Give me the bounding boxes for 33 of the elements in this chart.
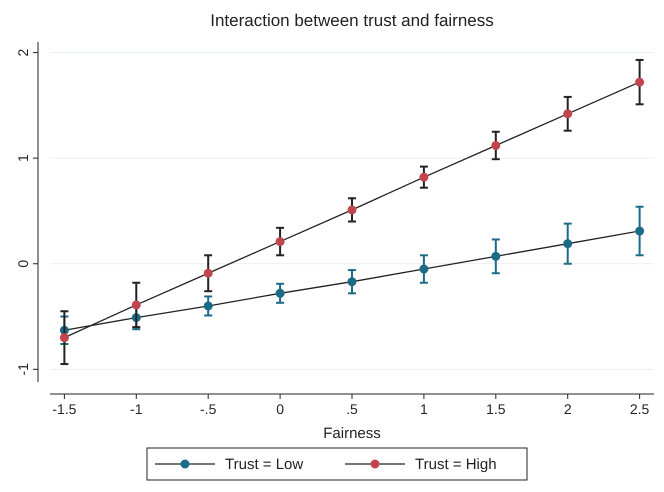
y-tick-label: 2 — [15, 48, 31, 56]
x-tick-label: .5 — [346, 401, 358, 417]
point — [204, 301, 213, 310]
x-tick-label: 1.5 — [486, 401, 506, 417]
x-tick-label: -1 — [130, 401, 143, 417]
point — [276, 237, 285, 246]
y-tick-label: 1 — [15, 154, 31, 162]
x-tick-label: 2 — [564, 401, 572, 417]
x-tick-label: -.5 — [200, 401, 217, 417]
legend-label: Trust = Low — [225, 456, 304, 473]
chart-title: Interaction between trust and fairness — [210, 11, 494, 30]
point — [276, 288, 285, 298]
point — [60, 333, 69, 342]
x-tick-label: 0 — [276, 401, 284, 417]
x-axis-title: Fairness — [323, 425, 381, 442]
point — [132, 300, 141, 310]
point — [348, 205, 356, 214]
point — [491, 140, 500, 150]
x-tick-label: 1 — [420, 401, 428, 417]
point — [563, 239, 572, 248]
point — [491, 252, 500, 261]
point — [419, 172, 428, 182]
point — [563, 109, 572, 118]
y-tick-label: -1 — [15, 362, 31, 376]
point — [419, 264, 428, 274]
x-tick-label: 2.5 — [630, 401, 650, 417]
y-tick-label: 0 — [15, 260, 31, 268]
legend-label: Trust = High — [415, 456, 497, 473]
point — [635, 226, 644, 236]
point — [635, 78, 644, 87]
point — [204, 268, 213, 278]
point — [348, 277, 356, 286]
x-tick-label: -1.5 — [52, 401, 77, 417]
